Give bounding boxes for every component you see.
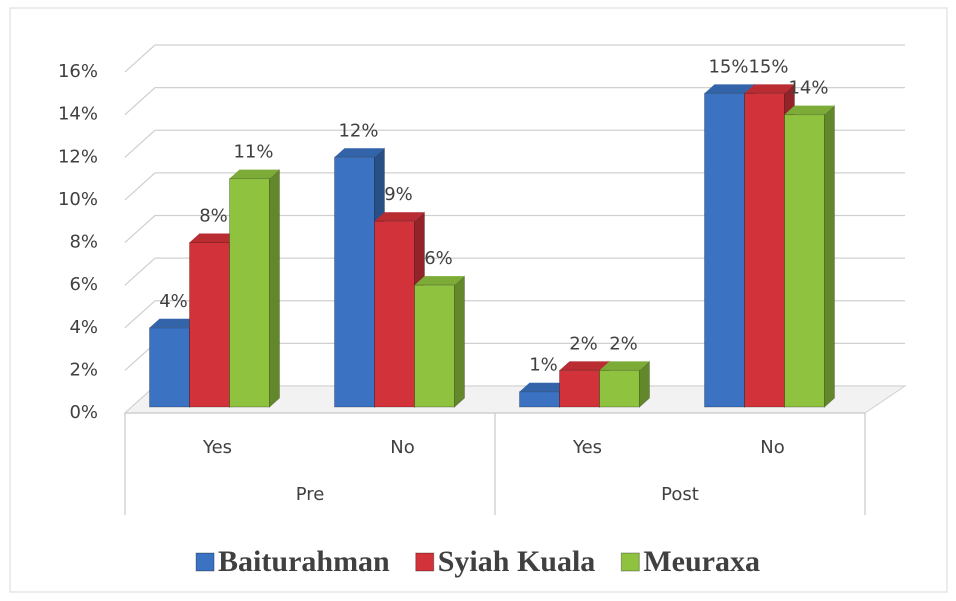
value-label: 2%: [569, 333, 598, 354]
value-label: 2%: [609, 333, 638, 354]
value-label: 8%: [199, 206, 228, 227]
bar-top: [519, 382, 570, 392]
bar-top-shade: [599, 361, 650, 371]
legend: Baiturahman Syiah Kuala Meuraxa: [195, 545, 760, 578]
bar-top: [189, 233, 240, 243]
y-tick-label: 8%: [69, 232, 98, 253]
y-tick-label: 12%: [58, 146, 98, 167]
y-tick-label: 10%: [58, 189, 98, 210]
x-tick-label: Yes: [202, 437, 232, 458]
bar: [189, 242, 230, 408]
value-label: 15%: [748, 56, 788, 77]
bar-top: [229, 169, 280, 179]
value-label: 12%: [338, 120, 378, 141]
bar-top: [744, 84, 795, 94]
bar-top: [149, 318, 200, 328]
y-tick-label: 14%: [58, 104, 98, 125]
bar-top-shade: [374, 212, 425, 222]
bar-top-shade: [149, 318, 200, 328]
bar-top: [559, 361, 610, 371]
legend-label: Baiturahman: [218, 545, 390, 578]
bar: [519, 391, 560, 408]
grid-line: [124, 214, 905, 243]
bar-top-shade: [334, 148, 385, 158]
value-label: 14%: [788, 78, 828, 99]
x-tick-label: Yes: [572, 437, 602, 458]
bar-top-shade: [519, 382, 570, 392]
bar-top-shade: [744, 84, 795, 94]
y-tick-label: 2%: [69, 359, 98, 380]
bar: [149, 327, 190, 408]
bar: [599, 369, 640, 408]
value-label: 1%: [529, 355, 558, 376]
bar: [334, 156, 375, 408]
x-tick-label: No: [390, 437, 414, 458]
y-tick-label: 16%: [58, 61, 98, 82]
bar-side-shade: [269, 169, 280, 407]
value-label: 11%: [233, 142, 273, 163]
bar-top-shade: [414, 276, 465, 286]
y-tick-label: 4%: [69, 317, 98, 338]
bar: [559, 369, 600, 408]
bar-top: [599, 361, 650, 371]
bar-side-shade: [824, 105, 835, 407]
group-label: Pre: [296, 484, 325, 505]
bar: [744, 92, 785, 408]
grid-line: [124, 172, 905, 201]
grid-line: [124, 129, 905, 158]
legend-swatch: [415, 552, 435, 572]
bar-side-shade: [454, 276, 465, 407]
bar: [784, 114, 825, 408]
value-label: 15%: [708, 56, 748, 77]
bar-top: [334, 148, 385, 158]
bar-top-shade: [559, 361, 610, 371]
bar-top: [414, 276, 465, 286]
bar-top-shade: [704, 84, 755, 94]
bar-top: [374, 212, 425, 222]
legend-label: Meuraxa: [643, 545, 760, 578]
bar: [374, 220, 415, 408]
bar-top: [704, 84, 755, 94]
legend-label: Syiah Kuala: [438, 545, 596, 578]
bar-side-shade: [639, 361, 650, 407]
legend-swatch: [195, 552, 215, 572]
value-label: 4%: [159, 291, 188, 312]
y-tick-label: 6%: [69, 274, 98, 295]
bar: [229, 178, 270, 408]
bar-top-shade: [229, 169, 280, 179]
grid-line: [124, 87, 905, 116]
bar-top: [784, 105, 835, 115]
bar-top-shade: [784, 105, 835, 115]
x-tick-label: No: [760, 437, 784, 458]
grid-line: [124, 257, 905, 286]
grid-line: [124, 44, 905, 73]
bar-top-shade: [189, 233, 240, 243]
value-label: 6%: [424, 248, 453, 269]
bar: [704, 92, 745, 408]
bar: [414, 284, 455, 408]
value-label: 9%: [384, 184, 413, 205]
legend-swatch: [620, 552, 640, 572]
y-tick-label: 0%: [69, 402, 98, 423]
group-label: Post: [661, 484, 699, 505]
grid-line: [124, 300, 905, 329]
